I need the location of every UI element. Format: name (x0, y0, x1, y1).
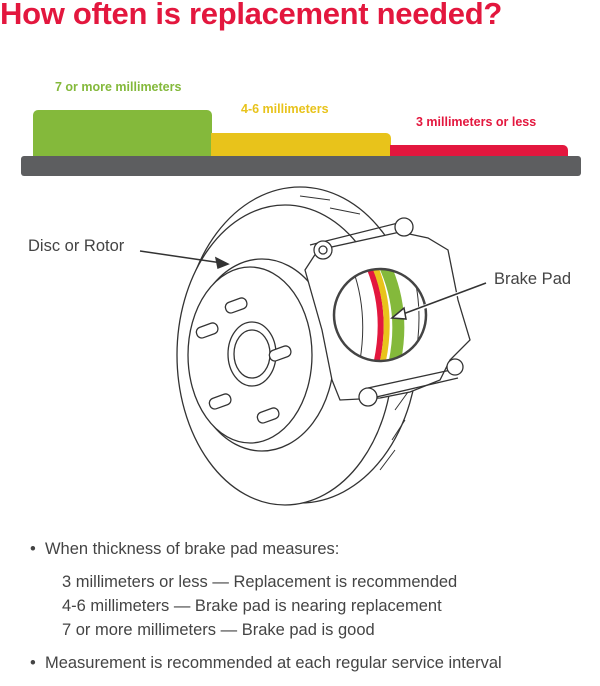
magnifier-circle (332, 267, 428, 363)
caliper-bolt (446, 358, 464, 376)
rotor-vents (299, 195, 409, 471)
note-item: 4-6 millimeters — Brake pad is nearing r… (62, 597, 442, 615)
level-label-green: 7 or more millimeters (55, 80, 182, 94)
bar-base (21, 156, 581, 176)
caliper-pin-top (309, 219, 411, 246)
level-label-red: 3 millimeters or less (416, 115, 537, 129)
note-item: 3 millimeters or less — Replacement is r… (62, 573, 458, 591)
note-item: 7 or more millimeters — Brake pad is goo… (62, 621, 375, 639)
caliper-pin-bottom (367, 367, 461, 399)
page-title: How often is replacement needed? (0, 0, 503, 31)
rotor-label: Disc or Rotor (28, 237, 125, 255)
bar-red (390, 145, 568, 156)
bullet-2-text: Measurement is recommended at each regul… (44, 654, 502, 672)
hub-bore (233, 329, 271, 379)
brake-pad-label: Brake Pad (494, 270, 572, 288)
lug-studs (195, 297, 292, 424)
level-label-yellow: 4-6 millimeters (241, 102, 329, 116)
bullet-2: • Measurement is recommended at each reg… (30, 654, 502, 672)
rotor-arrow-icon (139, 250, 230, 270)
caliper-bolt (358, 387, 378, 407)
bullet-1: • When thickness of brake pad measures: (30, 540, 340, 558)
bar-yellow (211, 133, 391, 156)
caliper-bolt-inner (318, 245, 328, 255)
caliper-bolt (394, 217, 414, 237)
bar-green (33, 110, 212, 156)
pad-arrow-icon (390, 281, 487, 320)
bullet-1-text: When thickness of brake pad measures: (44, 540, 340, 558)
